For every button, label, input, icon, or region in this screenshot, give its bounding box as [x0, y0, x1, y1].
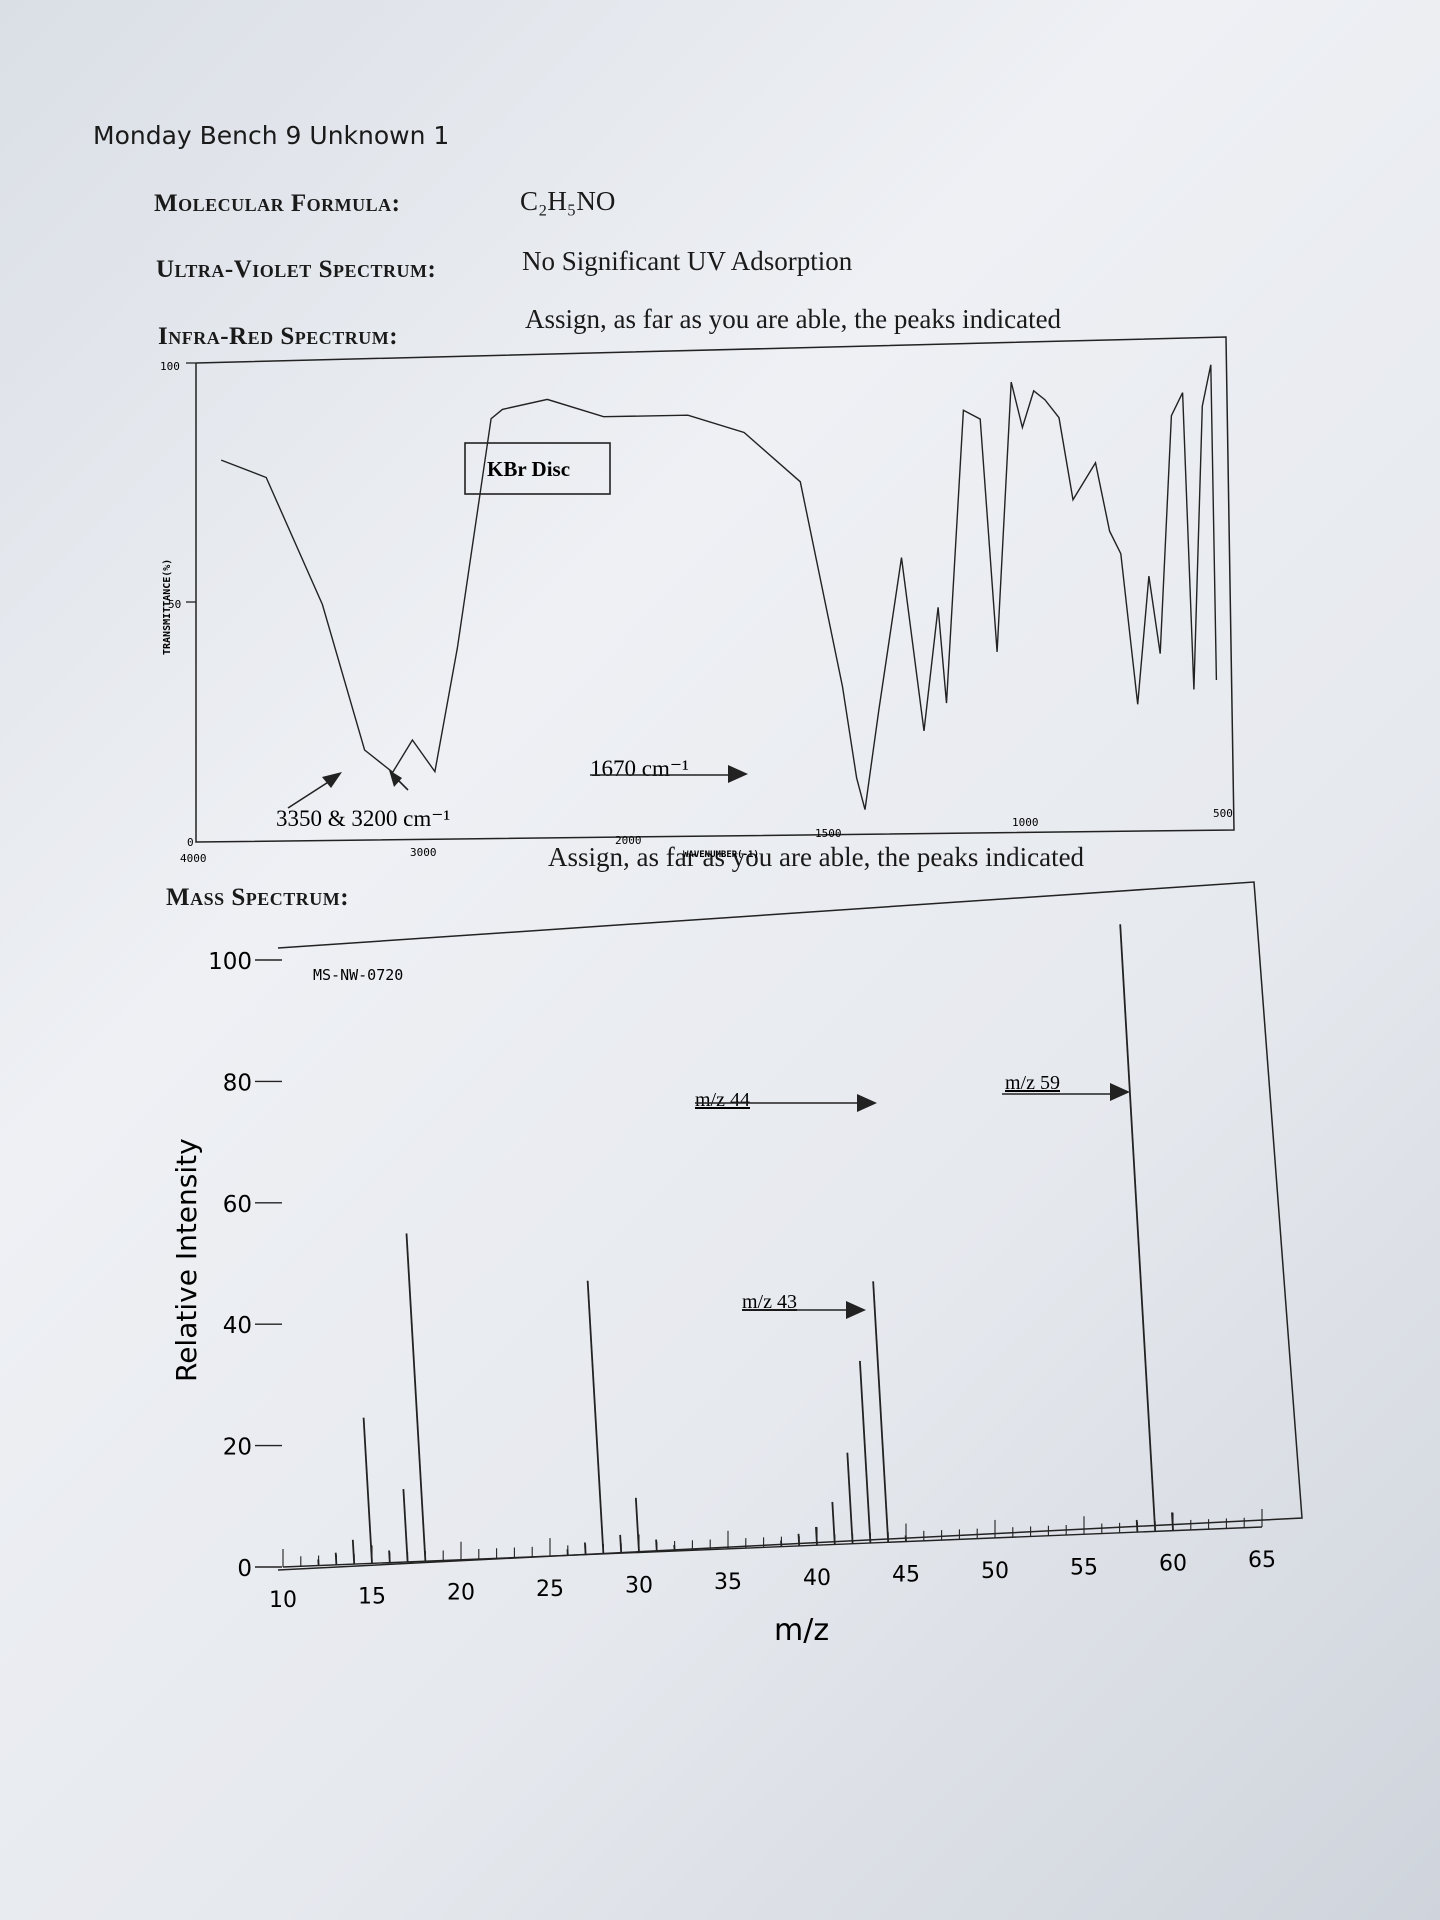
ms-bar-15 [362, 1417, 373, 1564]
ir-arrow-3-head [728, 765, 748, 783]
ms-annotation-m43: m/z 43 [742, 1291, 797, 1313]
ms-bar-17 [402, 1489, 409, 1562]
ms-ytick-label-80: 80 [223, 1070, 252, 1096]
ir-xtick-label-1000: 1000 [1012, 816, 1039, 829]
ir-annotation-nh: 3350 & 3200 cm⁻¹ [276, 806, 450, 831]
page-title: Monday Bench 9 Unknown 1 [93, 121, 450, 150]
ms-code: MS-NW-0720 [313, 966, 403, 984]
ir-instruction: Assign, as far as you are able, the peak… [525, 304, 1062, 334]
ms-annotation-m44: m/z 44 [695, 1089, 750, 1111]
ir-xlabel: WAVENUMBER(-1) [683, 850, 759, 860]
molecular-formula-label: Molecular Formula: [154, 190, 401, 217]
ms-bar-58 [1135, 1519, 1139, 1533]
ir-trace [220, 364, 1218, 810]
ir-ytick-label-0: 0 [187, 836, 194, 849]
ms-arrow-m44-head [857, 1094, 877, 1112]
ms-bar-18 [405, 1233, 427, 1562]
ms-bar-40 [815, 1526, 818, 1546]
ms-xtick-label-20: 20 [447, 1581, 475, 1606]
ms-bar-39 [797, 1533, 801, 1546]
ms-bar-28 [586, 1280, 605, 1554]
ir-ylabel: TRANSMITTANCE(%) [162, 559, 173, 655]
molecular-formula-value: C₂H₅NO [520, 186, 615, 217]
ir-ytick-label-100: 100 [160, 360, 180, 373]
ir-method-label: KBr Disc [487, 457, 570, 481]
ms-bar-13 [334, 1552, 338, 1565]
ms-bar-31 [655, 1539, 658, 1552]
ms-bar-43 [859, 1360, 872, 1544]
ir-method-box [464, 442, 611, 495]
ms-bar-59 [1119, 924, 1157, 1532]
ms-bars [317, 924, 1174, 1566]
ms-ytick-label-60: 60 [223, 1192, 252, 1218]
uv-value: No Significant UV Adsorption [522, 246, 853, 276]
ir-xtick-label-500: 500 [1213, 807, 1233, 820]
ms-annotation-m59: m/z 59 [1005, 1072, 1060, 1094]
ms-bar-14 [351, 1539, 356, 1565]
ms-xtick-label-30: 30 [625, 1573, 653, 1598]
ms-bar-30 [634, 1497, 640, 1553]
ms-xtick-label-40: 40 [803, 1566, 831, 1591]
ms-xtick-label-65: 65 [1248, 1548, 1276, 1573]
ms-ytick-label-40: 40 [223, 1313, 252, 1339]
ms-xtick-label-60: 60 [1159, 1552, 1187, 1577]
ir-frame [195, 336, 1235, 843]
ms-bar-27 [584, 1542, 587, 1555]
ms-ytick-label-100: 100 [208, 949, 252, 975]
ms-bar-29 [619, 1534, 623, 1554]
ms-bar-44 [872, 1281, 890, 1543]
ms-xtick-label-50: 50 [981, 1559, 1009, 1584]
ir-xtick-label-3000: 3000 [410, 846, 437, 859]
ms-ytick-label-0: 0 [237, 1556, 252, 1582]
ms-arrow-m59-head [1110, 1083, 1130, 1101]
ms-bar-42 [846, 1452, 854, 1544]
ms-frame [277, 881, 1303, 1571]
ms-xtick-label-35: 35 [714, 1570, 742, 1595]
ms-xtick-label-25: 25 [536, 1577, 564, 1602]
ir-ytick-label-50: 50 [168, 598, 181, 611]
ir-annotation-co: 1670 cm⁻¹ [590, 756, 689, 781]
ms-arrow-m43-head [846, 1301, 866, 1319]
ms-ylabel: Relative Intensity [170, 1138, 203, 1382]
ms-xtick-label-45: 45 [892, 1563, 920, 1588]
ms-baseline [282, 1526, 1263, 1568]
ms-label: Mass Spectrum: [166, 884, 350, 911]
ms-xtick-label-10: 10 [269, 1588, 297, 1613]
ms-axes: 0 20 40 60 80 100 10 15 20 25 30 35 40 45 50 55 60 65 [208, 949, 1276, 1613]
ms-bar-16 [388, 1550, 391, 1563]
ir-arrow-1-head [322, 772, 342, 788]
ir-arrow-1-line [287, 778, 334, 809]
ir-xtick-label-1500: 1500 [815, 827, 842, 840]
ms-instruction: Assign, as far as you are able, the peak… [548, 842, 1085, 872]
ir-xtick-label-4000: 4000 [180, 852, 207, 865]
ms-ytick-label-20: 20 [223, 1435, 252, 1461]
ir-label: Infra-Red Spectrum: [158, 323, 399, 350]
ms-bar-41 [831, 1501, 836, 1545]
formula-text: C₂H₅NO [520, 186, 616, 216]
ms-xtick-label-15: 15 [358, 1584, 386, 1609]
ir-xtick-label-2000: 2000 [615, 834, 642, 847]
ms-xtick-label-55: 55 [1070, 1555, 1098, 1580]
ir-arrow-2-head [389, 770, 402, 787]
uv-label: Ultra-Violet Spectrum: [156, 256, 437, 283]
ms-xlabel: m/z [774, 1613, 829, 1648]
ms-bar-60 [1171, 1512, 1174, 1531]
